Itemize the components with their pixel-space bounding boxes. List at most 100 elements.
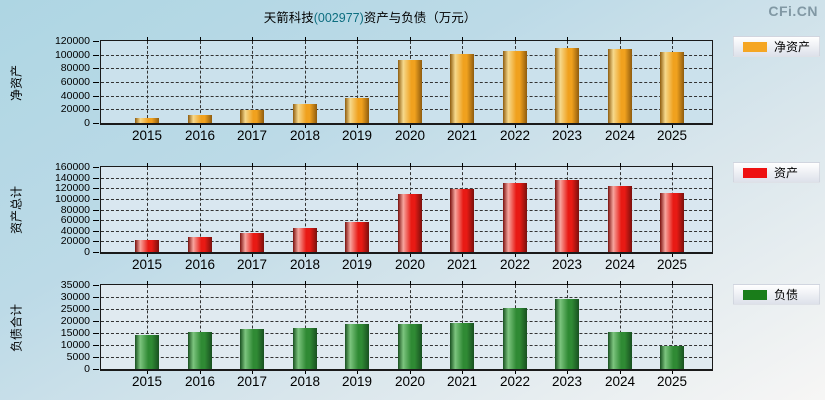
x-tick-bottom [305,371,306,374]
bar-total-liabilities-2024 [608,332,632,369]
x-tick-label-2024: 2024 [604,257,636,272]
h-gridline [101,188,712,189]
x-tick-label-2015: 2015 [131,257,163,272]
y-tick-label-60000: 60000 [60,214,90,226]
x-tick-bottom [620,125,621,128]
title-stock-code: (002977) [313,11,364,25]
y-tick-mark [93,41,99,42]
bar-total-assets-2022 [503,183,527,252]
bar-total-assets-2021 [450,189,474,252]
y-axis-title-total-assets: 资产总计 [9,185,24,235]
y-tick-mark [93,123,99,124]
legend-total-liabilities: 负债 [733,284,820,305]
h-gridline [101,178,712,179]
y-tick-label-60000: 60000 [60,76,90,88]
x-tick-label-2018: 2018 [289,374,321,389]
bar-total-assets-2017 [240,233,264,252]
x-tick-bottom [252,125,253,128]
y-tick-label-140000: 140000 [54,172,90,184]
bar-total-liabilities-2018 [293,328,317,369]
x-tick-label-2021: 2021 [446,374,478,389]
legend-swatch-total-assets [743,167,767,178]
x-tick-top [462,281,463,285]
y-tick-label-160000: 160000 [54,161,90,173]
y-tick-label-80000: 80000 [60,62,90,74]
x-tick-top [620,281,621,285]
v-gridline [305,167,306,252]
x-tick-top [515,163,516,167]
x-tick-top [410,37,411,41]
bar-net-assets-2021 [450,54,474,123]
x-tick-top [200,37,201,41]
x-tick-label-2020: 2020 [394,374,426,389]
h-gridline [101,321,712,322]
x-tick-bottom [672,371,673,374]
x-tick-label-2023: 2023 [551,374,583,389]
x-tick-bottom [200,254,201,257]
h-gridline [101,309,712,310]
x-tick-label-2021: 2021 [446,257,478,272]
x-tick-bottom [357,371,358,374]
bar-net-assets-2025 [660,52,684,123]
bar-net-assets-2018 [293,104,317,123]
bar-net-assets-2019 [345,98,369,123]
y-tick-label-20000: 20000 [60,103,90,115]
bar-total-assets-2020 [398,194,422,252]
x-tick-top [567,163,568,167]
x-tick-top [147,281,148,285]
y-tick-mark [93,309,99,310]
bar-net-assets-2017 [240,110,264,123]
y-tick-label-100000: 100000 [54,193,90,205]
y-axis-title-total-liabilities: 负债合计 [9,303,24,352]
x-tick-bottom [305,254,306,257]
y-tick-mark [93,252,99,253]
bar-total-assets-2025 [660,193,684,252]
legend-label-total-liabilities: 负债 [774,288,799,302]
y-tick-mark [93,199,99,200]
x-tick-bottom [462,371,463,374]
y-tick-label-120000: 120000 [54,182,90,194]
x-tick-label-2016: 2016 [184,374,216,389]
x-tick-top [305,37,306,41]
x-tick-bottom [410,125,411,128]
title-company: 天箭科技 [263,11,314,25]
y-tick-label-15000: 15000 [60,327,90,339]
v-gridline [252,167,253,252]
x-tick-label-2019: 2019 [341,128,373,143]
x-tick-label-2018: 2018 [289,257,321,272]
legend-total-assets: 资产 [733,162,820,183]
x-tick-top [620,37,621,41]
x-tick-top [567,281,568,285]
bar-net-assets-2015 [135,118,159,123]
h-gridline [101,297,712,298]
x-tick-bottom [357,125,358,128]
bar-total-liabilities-2021 [450,323,474,369]
x-tick-label-2023: 2023 [551,257,583,272]
x-tick-label-2016: 2016 [184,257,216,272]
x-tick-top [672,281,673,285]
x-tick-label-2017: 2017 [236,128,268,143]
bar-total-liabilities-2019 [345,324,369,369]
y-tick-mark [93,188,99,189]
bar-net-assets-2023 [555,48,579,123]
x-tick-bottom [147,254,148,257]
x-tick-bottom [672,254,673,257]
x-tick-bottom [515,371,516,374]
x-tick-bottom [252,371,253,374]
y-tick-label-20000: 20000 [60,315,90,327]
y-tick-mark [93,96,99,97]
y-tick-mark [93,210,99,211]
title-suffix: 资产与负债（万元） [363,11,477,25]
x-tick-label-2024: 2024 [604,374,636,389]
x-tick-bottom [252,254,253,257]
x-tick-label-2022: 2022 [499,257,531,272]
x-tick-top [252,163,253,167]
x-tick-bottom [410,371,411,374]
x-tick-top [672,163,673,167]
x-tick-label-2025: 2025 [656,128,688,143]
y-tick-mark [93,357,99,358]
v-gridline [357,167,358,252]
x-tick-top [410,281,411,285]
legend-label-total-assets: 资产 [774,166,799,180]
x-tick-bottom [200,371,201,374]
